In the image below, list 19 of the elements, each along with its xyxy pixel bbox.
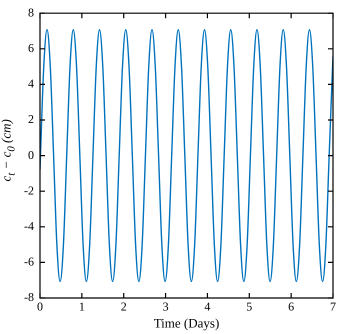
y-tick-label: -8 (24, 290, 34, 304)
line-series (40, 29, 333, 282)
x-axis-title: Time (Days) (154, 316, 220, 331)
x-tick-label: 2 (120, 299, 127, 314)
x-tick-label: 7 (330, 299, 336, 314)
x-tick-label: 1 (78, 299, 85, 314)
y-tick-label: -2 (24, 183, 34, 198)
y-tick-label: -4 (24, 218, 34, 233)
x-tick-label: 6 (288, 299, 294, 314)
y-tick-label: 8 (28, 5, 34, 20)
y-tick-label: 0 (28, 148, 34, 162)
x-tick-label: 5 (246, 299, 252, 314)
y-tick-label: 4 (28, 76, 34, 91)
x-tick-label: 0 (36, 299, 43, 314)
y-tick-label: 6 (28, 40, 34, 55)
y-tick-label: 2 (28, 112, 34, 126)
y-tick-label: -6 (24, 254, 34, 269)
x-tick-label: 4 (204, 299, 210, 314)
x-tick-label: 3 (162, 299, 169, 314)
